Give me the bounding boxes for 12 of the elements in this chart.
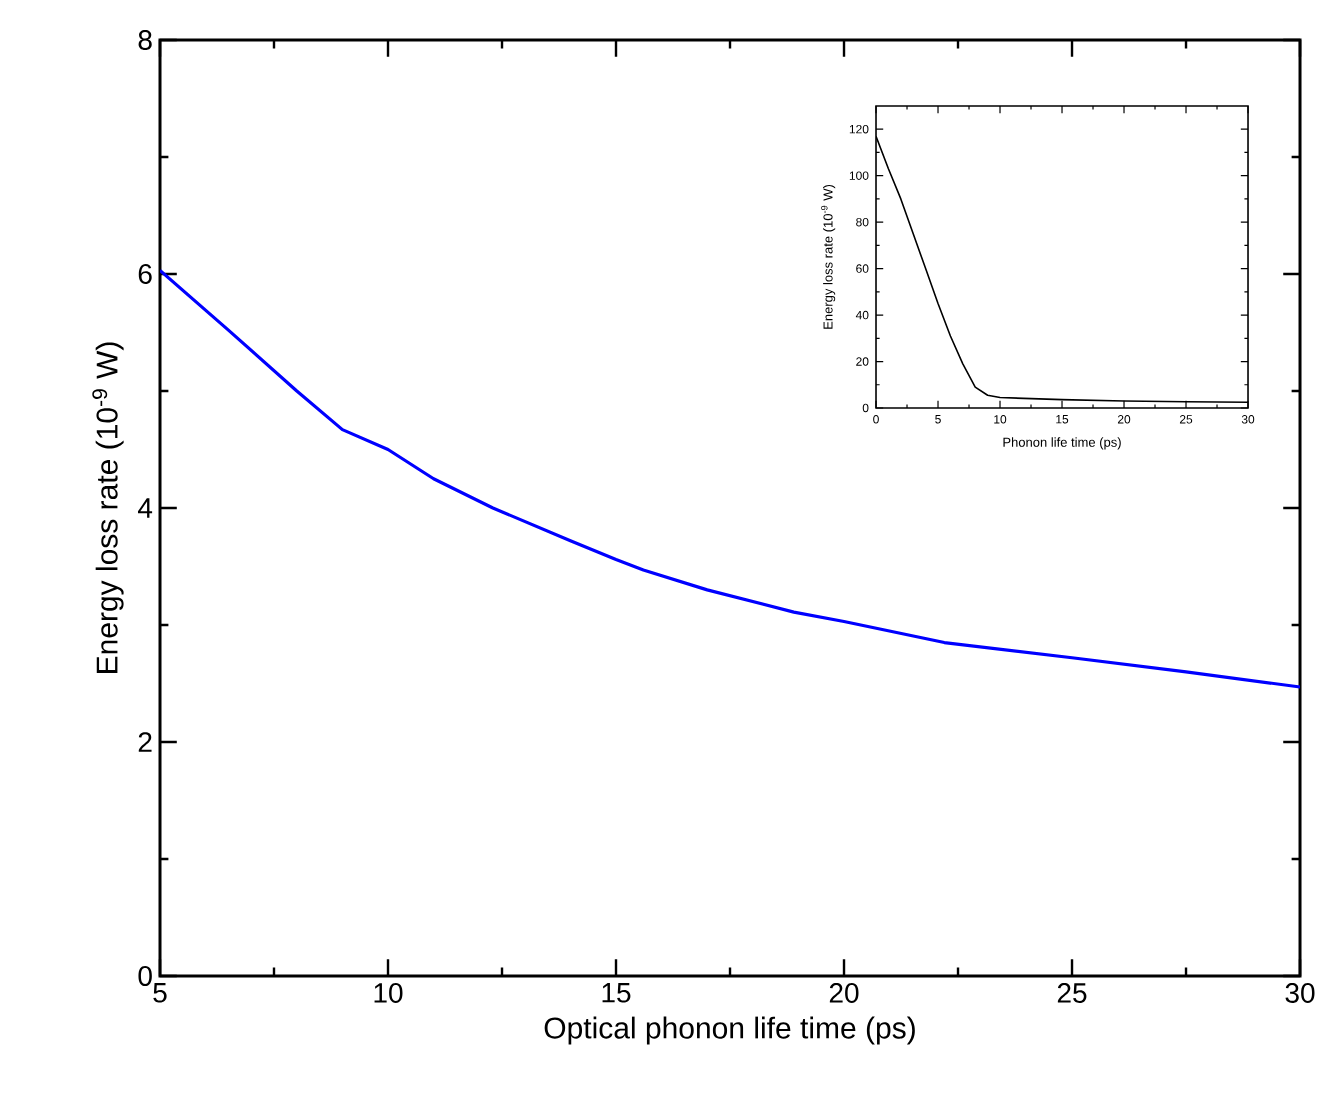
x-tick-label: 25 [1057,983,1087,1003]
y-tick-label: 8 [138,30,152,50]
y-tick-label: 4 [137,498,153,518]
x-tick-label: 15 [602,983,631,1003]
x-axis-title: Optical phonon life time (ps) [544,1016,915,1045]
x-tick-label: 10 [374,983,403,1003]
y-tick-label: 0 [138,966,152,986]
x-tick-label: 30 [1285,983,1315,1003]
y-tick-label: 2 [138,732,152,752]
y-tick-label: 6 [138,264,152,284]
y-axis-title: Energy loss rate (10$^{-9}$ W) [92,342,124,673]
x-tick-label: 5 [153,983,167,1003]
